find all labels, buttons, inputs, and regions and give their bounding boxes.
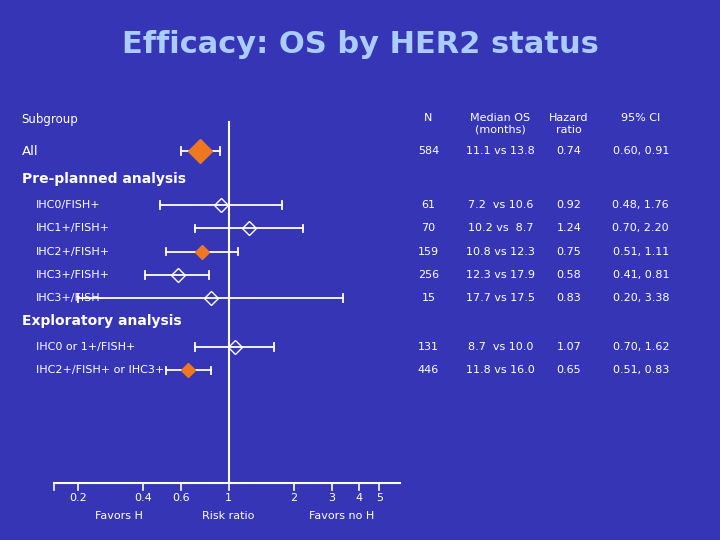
Text: Median OS
(months): Median OS (months)	[470, 113, 531, 135]
Text: 0.51, 0.83: 0.51, 0.83	[613, 366, 669, 375]
Text: 159: 159	[418, 247, 439, 256]
Text: All: All	[22, 145, 38, 158]
Text: 95% CI: 95% CI	[621, 113, 660, 124]
Text: 0.75: 0.75	[557, 247, 581, 256]
Text: 5: 5	[376, 493, 383, 503]
Text: Hazard
ratio: Hazard ratio	[549, 113, 588, 135]
Text: 17.7 vs 17.5: 17.7 vs 17.5	[466, 293, 535, 303]
Text: 0.51, 1.11: 0.51, 1.11	[613, 247, 669, 256]
Text: 131: 131	[418, 342, 439, 352]
Text: 0.41, 0.81: 0.41, 0.81	[613, 270, 669, 280]
Text: 3: 3	[328, 493, 335, 503]
Text: 1.07: 1.07	[557, 342, 581, 352]
Text: 0.48, 1.76: 0.48, 1.76	[613, 200, 669, 210]
Text: 12.3 vs 17.9: 12.3 vs 17.9	[466, 270, 535, 280]
Text: 0.2: 0.2	[69, 493, 86, 503]
Text: 0.6: 0.6	[172, 493, 189, 503]
Text: IHC3+/FISH+: IHC3+/FISH+	[36, 270, 110, 280]
Text: 0.70, 1.62: 0.70, 1.62	[613, 342, 669, 352]
Text: 0.92: 0.92	[557, 200, 581, 210]
Text: 7.2  vs 10.6: 7.2 vs 10.6	[468, 200, 533, 210]
Text: N: N	[424, 113, 433, 124]
Text: Risk ratio: Risk ratio	[202, 511, 255, 522]
Text: 8.7  vs 10.0: 8.7 vs 10.0	[468, 342, 533, 352]
Text: 0.65: 0.65	[557, 366, 581, 375]
Text: 0.58: 0.58	[557, 270, 581, 280]
Text: 70: 70	[421, 224, 436, 233]
Text: Efficacy: OS by HER2 status: Efficacy: OS by HER2 status	[122, 30, 598, 59]
Text: 15: 15	[421, 293, 436, 303]
Text: 1: 1	[225, 493, 232, 503]
Text: Favors H: Favors H	[95, 511, 143, 522]
Text: 10.2 vs  8.7: 10.2 vs 8.7	[468, 224, 533, 233]
Text: 584: 584	[418, 146, 439, 156]
Text: IHC2+/FISH+: IHC2+/FISH+	[36, 247, 110, 256]
Text: 256: 256	[418, 270, 439, 280]
Text: 0.20, 3.38: 0.20, 3.38	[613, 293, 669, 303]
Text: 11.1 vs 13.8: 11.1 vs 13.8	[466, 146, 535, 156]
Text: Favors no H: Favors no H	[310, 511, 374, 522]
Text: 10.8 vs 12.3: 10.8 vs 12.3	[466, 247, 535, 256]
Text: 0.83: 0.83	[557, 293, 581, 303]
Text: IHC0/FISH+: IHC0/FISH+	[36, 200, 101, 210]
Text: 2: 2	[290, 493, 297, 503]
Text: IHC1+/FISH+: IHC1+/FISH+	[36, 224, 110, 233]
Text: Pre-planned analysis: Pre-planned analysis	[22, 172, 186, 186]
Text: IHC0 or 1+/FISH+: IHC0 or 1+/FISH+	[36, 342, 135, 352]
Text: 446: 446	[418, 366, 439, 375]
Text: 1.24: 1.24	[557, 224, 581, 233]
Text: Exploratory analysis: Exploratory analysis	[22, 314, 181, 328]
Text: 11.8 vs 16.0: 11.8 vs 16.0	[466, 366, 535, 375]
Text: 4: 4	[355, 493, 362, 503]
Text: 0.60, 0.91: 0.60, 0.91	[613, 146, 669, 156]
Text: IHC2+/FISH+ or IHC3+: IHC2+/FISH+ or IHC3+	[36, 366, 164, 375]
Text: Subgroup: Subgroup	[22, 113, 78, 126]
Text: 0.70, 2.20: 0.70, 2.20	[613, 224, 669, 233]
Text: 61: 61	[421, 200, 436, 210]
Text: 0.4: 0.4	[134, 493, 152, 503]
Text: IHC3+/FISH-: IHC3+/FISH-	[36, 293, 104, 303]
Text: 0.74: 0.74	[557, 146, 581, 156]
